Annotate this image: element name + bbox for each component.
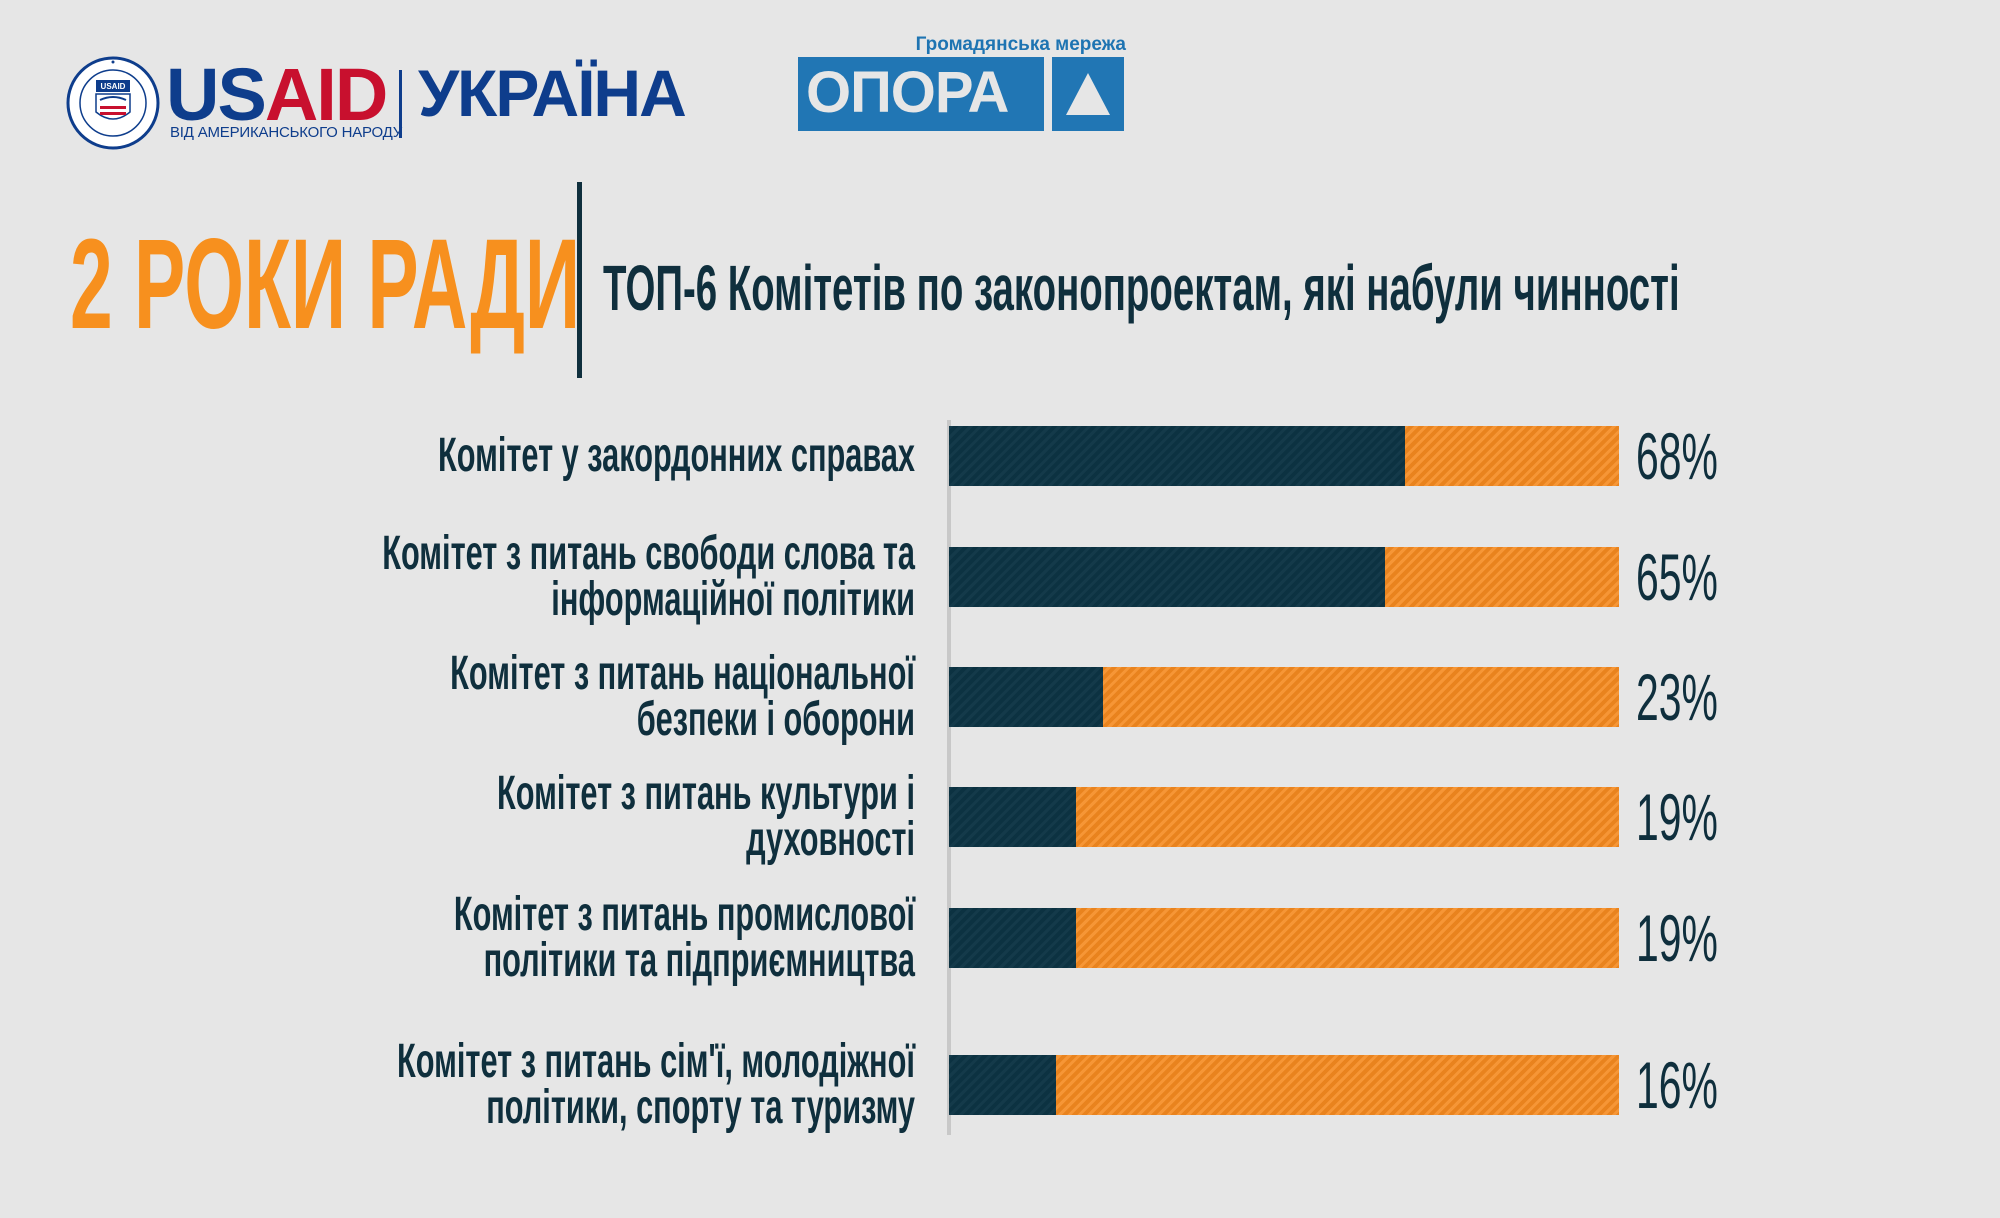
- opora-tagline: Громадянська мережа: [915, 34, 1126, 55]
- bar-value: [949, 787, 1077, 847]
- bar-track: [949, 547, 1619, 607]
- usaid-logo: USAID USAID ВІД АМЕРИКАНСЬКОГО НАРОДУ УК…: [66, 56, 716, 152]
- usaid-seal-icon: USAID: [66, 56, 160, 150]
- data-label: 65%: [1636, 540, 1718, 614]
- bar-remainder: [949, 1055, 1619, 1115]
- bar-value: [949, 426, 1405, 486]
- data-label: 16%: [1636, 1048, 1718, 1122]
- bar-value: [949, 667, 1104, 727]
- data-label: 68%: [1636, 419, 1718, 493]
- opora-logo: Громадянська мережа ОПОРА: [798, 34, 1128, 134]
- axis-line: [947, 420, 951, 1135]
- bar-track: [949, 1055, 1619, 1115]
- bar-track: [949, 787, 1619, 847]
- usaid-seal-text: USAID: [101, 82, 126, 91]
- category-label: Комітет з питань свободи слова та інформ…: [382, 527, 915, 626]
- title-divider: [577, 182, 582, 378]
- triangle-icon: [1066, 73, 1110, 115]
- bar-value: [949, 908, 1077, 968]
- bar-value: [949, 547, 1385, 607]
- usaid-wordmark: USAID: [166, 53, 388, 136]
- category-label: Комітет у закордонних справах: [438, 429, 915, 482]
- opora-name-box: [798, 57, 1044, 131]
- usaid-divider: [399, 70, 402, 138]
- usaid-country: УКРАЇНА: [418, 56, 687, 130]
- category-label: Комітет з питань промислової політики та…: [453, 888, 915, 987]
- data-label: 23%: [1636, 660, 1718, 734]
- category-label: Комітет з питань культури і духовності: [497, 767, 915, 866]
- page-title: 2 РОКИ РАДИ: [70, 213, 581, 356]
- bar-track: [949, 908, 1619, 968]
- category-label: Комітет з питань сім'ї, молодіжної політ…: [397, 1035, 915, 1134]
- opora-triangle-box: [1052, 57, 1124, 131]
- data-label: 19%: [1636, 901, 1718, 975]
- opora-name: ОПОРА: [806, 60, 1009, 125]
- bar-chart: Комітет у закордонних справах 68% Комітет …: [0, 400, 2000, 1200]
- bar-value: [949, 1055, 1057, 1115]
- bar-track: [949, 667, 1619, 727]
- data-label: 19%: [1636, 780, 1718, 854]
- category-label: Комітет з питань національної безпеки і …: [450, 647, 915, 746]
- usaid-tagline: ВІД АМЕРИКАНСЬКОГО НАРОДУ: [170, 124, 403, 141]
- chart-subtitle: ТОП-6 Комітетів по законопроектам, які н…: [603, 252, 1680, 324]
- bar-track: [949, 426, 1619, 486]
